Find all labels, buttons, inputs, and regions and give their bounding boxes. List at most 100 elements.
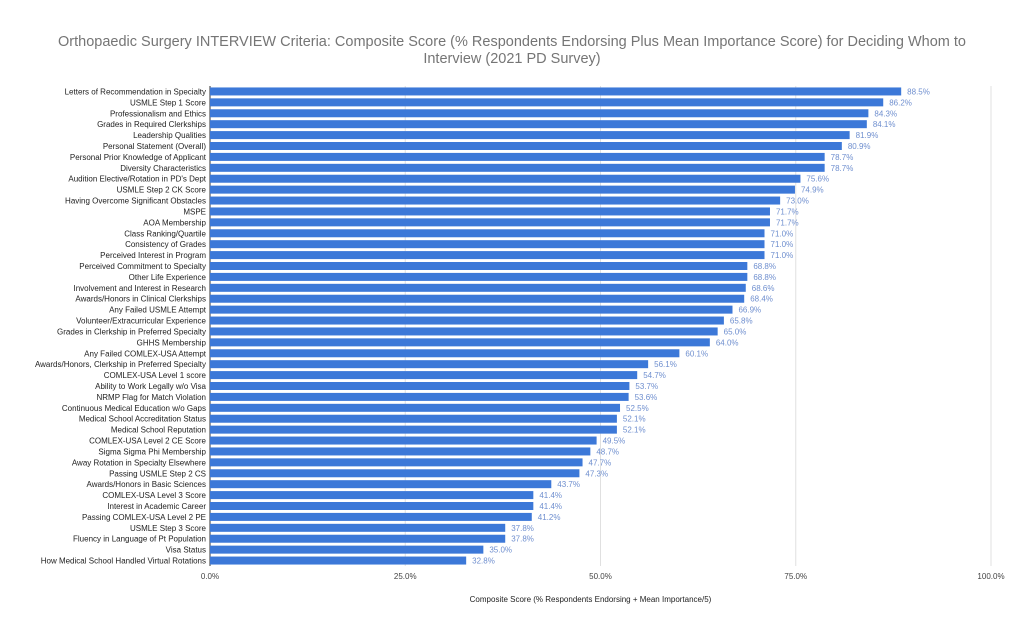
category-label: USMLE Step 1 Score	[130, 98, 207, 107]
value-label: 37.8%	[511, 535, 534, 544]
category-label: Class Ranking/Quartile	[124, 229, 206, 238]
bar	[210, 262, 748, 270]
bar	[210, 294, 745, 303]
category-label: Ability to Work Legally w/o Visa	[95, 382, 206, 391]
value-label: 60.1%	[685, 349, 708, 358]
category-label: Any Failed USMLE Attempt	[109, 306, 207, 315]
bar	[210, 163, 825, 172]
value-label: 71.0%	[771, 229, 794, 238]
bar	[210, 556, 467, 565]
bar	[210, 392, 629, 401]
bar	[210, 403, 621, 412]
value-label: 65.0%	[724, 327, 747, 336]
bar	[210, 414, 617, 423]
value-label: 54.7%	[643, 371, 666, 380]
category-label: Letters of Recommendation in Specialty	[65, 87, 206, 96]
category-label: Having Overcome Significant Obstacles	[65, 197, 206, 206]
bar	[210, 458, 583, 467]
value-label: 71.7%	[776, 218, 799, 227]
category-label: USMLE Step 2 CK Score	[117, 186, 207, 195]
value-label: 48.7%	[596, 447, 619, 456]
x-tick-label: 0.0%	[201, 572, 219, 581]
value-label: 37.8%	[511, 524, 534, 533]
bar	[210, 218, 770, 227]
bar	[210, 305, 733, 314]
category-label: Other Life Experience	[129, 273, 207, 282]
category-label: Volunteer/Extracurricular Experience	[76, 317, 206, 326]
x-tick-label: 50.0%	[589, 572, 612, 581]
bar	[210, 360, 649, 369]
bar	[210, 196, 781, 205]
category-label: Medical School Reputation	[111, 426, 206, 435]
bar	[210, 371, 638, 380]
value-label: 78.7%	[831, 164, 854, 173]
category-label: COMLEX-USA Level 3 Score	[102, 491, 206, 500]
x-tick-label: 75.0%	[784, 572, 807, 581]
bar	[210, 142, 842, 150]
bar	[210, 98, 884, 107]
category-label: Awards/Honors in Clinical Clerkships	[75, 295, 206, 304]
category-label: Involvement and Interest in Research	[73, 284, 206, 293]
bar	[210, 436, 597, 445]
value-label: 52.1%	[623, 426, 646, 435]
value-label: 68.6%	[752, 284, 775, 293]
value-label: 78.7%	[831, 153, 854, 162]
value-label: 80.9%	[848, 142, 871, 151]
bar	[210, 469, 580, 478]
value-label: 41.4%	[539, 491, 562, 500]
category-label: USMLE Step 3 Score	[130, 524, 207, 533]
value-label: 74.9%	[801, 186, 824, 195]
category-label: Leadership Qualities	[133, 131, 206, 140]
value-label: 53.7%	[635, 382, 658, 391]
category-label: Any Failed COMLEX-USA Attempt	[84, 349, 207, 358]
category-label: COMLEX-USA Level 2 CE Score	[89, 437, 206, 446]
category-label: Passing COMLEX-USA Level 2 PE	[82, 513, 206, 522]
value-label: 86.2%	[889, 98, 912, 107]
value-label: 64.0%	[716, 338, 739, 347]
bar	[210, 152, 825, 161]
category-label: MSPE	[183, 207, 206, 216]
value-label: 41.4%	[539, 502, 562, 511]
bar	[210, 87, 902, 96]
value-label: 56.1%	[654, 360, 677, 369]
value-label: 68.8%	[753, 262, 776, 271]
value-label: 81.9%	[856, 131, 879, 140]
value-label: 53.6%	[635, 393, 658, 402]
value-label: 47.3%	[585, 469, 608, 478]
bar	[210, 207, 770, 216]
value-label: 88.5%	[907, 87, 930, 96]
value-label: 41.2%	[538, 513, 561, 522]
bar	[210, 480, 552, 489]
value-label: 66.9%	[738, 306, 761, 315]
bar	[210, 327, 718, 336]
x-tick-label: 25.0%	[394, 572, 417, 581]
bar	[210, 338, 710, 347]
value-label: 43.7%	[557, 480, 580, 489]
value-label: 32.8%	[472, 557, 495, 566]
value-label: 47.7%	[589, 458, 612, 467]
chart-title: Orthopaedic Surgery INTERVIEW Criteria: …	[58, 34, 966, 67]
value-label: 65.8%	[730, 317, 753, 326]
category-label: Personal Statement (Overall)	[103, 142, 206, 151]
bar	[210, 349, 680, 358]
bar	[210, 425, 617, 434]
category-label: How Medical School Handled Virtual Rotat…	[41, 557, 206, 566]
category-label: Passing USMLE Step 2 CS	[109, 469, 206, 478]
category-label: Consistency of Grades	[125, 240, 206, 249]
bar	[210, 545, 484, 554]
category-label: Away Rotation in Specialty Elsewhere	[72, 458, 207, 467]
category-label: Personal Prior Knowledge of Applicant	[70, 153, 207, 162]
x-axis-title: Composite Score (% Respondents Endorsing…	[470, 595, 712, 604]
bar	[210, 316, 724, 325]
value-label: 71.0%	[771, 251, 794, 260]
bar	[210, 491, 534, 500]
bar	[210, 447, 591, 456]
category-label: Awards/Honors, Clerkship in Preferred Sp…	[35, 360, 206, 369]
category-label: Medical School Accreditation Status	[79, 415, 206, 424]
value-label: 35.0%	[489, 546, 512, 555]
value-label: 73.0%	[786, 197, 809, 206]
category-label: Perceived Interest in Program	[100, 251, 206, 260]
category-label: NRMP Flag for Match Violation	[96, 393, 206, 402]
value-label: 68.4%	[750, 295, 773, 304]
